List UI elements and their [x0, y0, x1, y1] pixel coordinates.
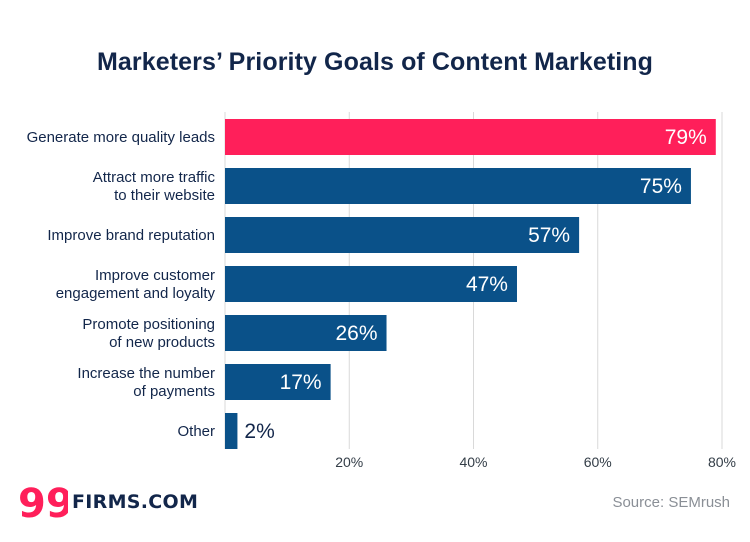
bar — [225, 266, 517, 302]
category-label: Improve customer engagement and loyalty — [56, 267, 216, 302]
bar — [225, 413, 238, 449]
data-label: 75% — [640, 175, 682, 198]
logo-mark: 99 — [18, 484, 68, 520]
bar — [225, 119, 716, 155]
chart-title: Marketers’ Priority Goals of Content Mar… — [96, 48, 654, 76]
category-label: Improve brand reputation — [47, 227, 215, 244]
bar — [225, 364, 331, 400]
logo[interactable]: 99 FIRMS.COM — [18, 484, 198, 520]
x-tick-label: 80% — [708, 454, 736, 470]
data-label: 26% — [335, 322, 377, 345]
data-label: 47% — [466, 273, 508, 296]
category-label: Promote positioning of new products — [82, 316, 215, 351]
category-label: Other — [177, 423, 215, 440]
category-label: Increase the number of payments — [77, 365, 215, 400]
bar — [225, 217, 580, 253]
data-label: 2% — [244, 420, 274, 443]
data-label: 57% — [528, 224, 570, 247]
x-tick-label: 20% — [335, 454, 363, 470]
99-logo-icon: 99 — [18, 484, 68, 520]
source-note: Source: SEMrush — [612, 494, 730, 511]
category-label: Generate more quality leads — [27, 129, 215, 146]
bar — [225, 168, 691, 204]
logo-text: FIRMS.COM — [72, 491, 199, 513]
data-label: 79% — [665, 126, 707, 149]
category-label: Attract more traffic to their website — [93, 169, 216, 204]
x-tick-label: 60% — [584, 454, 612, 470]
data-label: 17% — [280, 371, 322, 394]
bar — [225, 315, 387, 351]
x-tick-label: 40% — [459, 454, 487, 470]
